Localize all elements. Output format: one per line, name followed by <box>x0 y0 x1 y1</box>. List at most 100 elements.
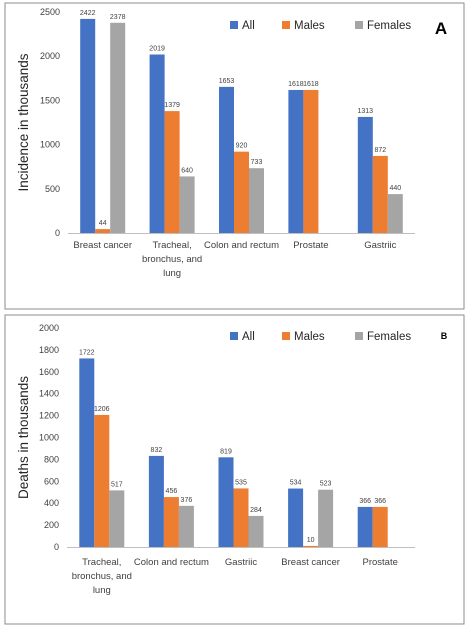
panel-a-data-label: 640 <box>181 167 193 174</box>
panel-a-bar-all <box>149 54 165 233</box>
panel-b-data-label: 517 <box>111 481 123 488</box>
panel-b-legend-label-all: All <box>242 331 255 343</box>
panel-b-legend-swatch-males <box>282 332 290 340</box>
panel-b-category-label: bronchus, and <box>72 571 132 582</box>
panel-a-data-label: 733 <box>251 159 263 166</box>
panel-b-bar-females <box>318 489 334 547</box>
panel-a-panel-label: A <box>435 19 447 38</box>
panel-a-y-tick-label: 0 <box>55 228 60 238</box>
panel-a-data-label: 1313 <box>358 108 374 115</box>
panel-a-data-label: 1379 <box>164 102 180 109</box>
panel-b-data-label: 366 <box>359 498 371 505</box>
panel-a-category-label: Tracheal, <box>152 240 191 251</box>
panel-a-bar-males <box>234 151 249 233</box>
panel-a-legend-swatch-males <box>282 21 290 29</box>
panel-b-bar-males <box>303 545 319 547</box>
panel-a-bar-all <box>80 18 96 233</box>
panel-b-data-label: 832 <box>151 447 163 454</box>
panel-b-bar-all <box>148 455 164 547</box>
panel-b-data-label: 1722 <box>79 349 95 356</box>
panel-b-bar-males <box>94 414 110 547</box>
panel-b-legend-label-males: Males <box>294 331 325 343</box>
panel-a-category-label: Colon and rectum <box>204 240 279 251</box>
panel-b-data-label: 376 <box>181 497 193 504</box>
panel-a-data-label: 44 <box>99 220 107 227</box>
panel-a-category-label: Prostate <box>293 240 328 251</box>
panel-a-data-label: 2019 <box>149 46 165 53</box>
panel-b-bar-males <box>233 488 249 547</box>
panel-b-data-label: 10 <box>307 537 315 544</box>
panel-b-legend-label-females: Females <box>367 331 411 343</box>
panel-a-bar-all <box>357 116 373 233</box>
panel-a-y-tick-label: 2500 <box>40 7 60 17</box>
panel-a-incidence-chart: 0 500 1000 1500 2000 2500 Incidence in thousan… <box>4 2 465 310</box>
panel-a-legend-swatch-females <box>355 21 363 29</box>
panel-b-legend-swatch-females <box>355 332 363 340</box>
panel-b-category-label: Breast cancer <box>281 557 340 568</box>
panel-a-y-tick-label: 1000 <box>40 140 60 150</box>
panel-b-category-label: Prostate <box>363 557 398 568</box>
panel-b-bar-all <box>218 457 234 547</box>
panel-b-data-label: 1206 <box>94 406 110 413</box>
panel-a-category-label: Breast cancer <box>73 240 132 251</box>
panel-a-bar-females <box>179 176 195 233</box>
panel-b-data-label: 523 <box>320 481 332 488</box>
panel-b-data-label: 366 <box>374 498 386 505</box>
panel-a-bar-males <box>95 229 111 233</box>
panel-b-data-label: 534 <box>290 480 302 487</box>
panel-b-deaths-chart: 0 200 400 600 800 1000 1200 1400 1600 1800 2000 Dea… <box>4 314 465 625</box>
panel-a-legend-swatch-all <box>230 21 238 29</box>
panel-a-bar-all <box>288 89 304 233</box>
panel-b-y-tick-label: 1400 <box>39 389 59 399</box>
panel-a-data-label: 2378 <box>110 14 126 21</box>
panel-a-legend-label-all: All <box>242 20 255 32</box>
panel-a-bar-males <box>372 155 388 233</box>
panel-a-bar-females <box>249 168 264 233</box>
panel-b-data-label: 535 <box>235 479 247 486</box>
panel-b-bar-males <box>163 497 179 547</box>
panel-b-data-label: 819 <box>220 448 232 455</box>
panel-a-category-label: bronchus, and <box>142 254 202 265</box>
panel-a-data-label: 1653 <box>219 78 235 85</box>
panel-b-y-tick-label: 600 <box>44 476 59 486</box>
panel-a-data-label: 920 <box>236 143 248 150</box>
panel-a-bar-males <box>303 89 319 233</box>
panel-a-data-label: 872 <box>374 147 386 154</box>
panel-b-category-label: Colon and rectum <box>134 557 209 568</box>
panel-b-y-tick-label: 1800 <box>39 345 59 355</box>
panel-a-y-axis-title: Incidence in thousands <box>16 53 31 191</box>
panel-b-bar-females <box>178 505 194 547</box>
panel-b-bar-males <box>372 506 388 547</box>
panel-a-bar-all <box>219 86 234 233</box>
panel-a-y-tick-label: 1500 <box>40 95 60 105</box>
panel-a-bar-females <box>387 194 403 233</box>
panel-b-bar-females <box>248 515 264 547</box>
panel-a-bar-females <box>110 22 126 233</box>
panel-b-y-tick-label: 400 <box>44 498 59 508</box>
panel-a-y-tick-label: 2000 <box>40 51 60 61</box>
panel-b-category-label: Tracheal, <box>82 557 121 568</box>
panel-a-legend-label-females: Females <box>367 20 411 32</box>
panel-b-y-tick-label: 1200 <box>39 411 59 421</box>
panel-a-data-label: 1618 <box>288 81 304 88</box>
panel-a-category-label: lung <box>163 268 181 279</box>
panel-a-data-label: 1618 <box>303 81 319 88</box>
panel-b-bar-all <box>288 488 304 547</box>
panel-b-y-tick-label: 800 <box>44 454 59 464</box>
panel-b-category-label: lung <box>93 585 111 596</box>
panel-b-legend-swatch-all <box>230 332 238 340</box>
panel-b-y-tick-label: 1000 <box>39 433 59 443</box>
panel-a-y-tick-label: 500 <box>45 184 60 194</box>
panel-b-bar-females <box>109 490 125 547</box>
panel-b-y-tick-label: 1600 <box>39 367 59 377</box>
panel-a-category-label: Gastriic <box>364 240 396 251</box>
panel-b-y-axis-title: Deaths in thousands <box>16 376 31 499</box>
panel-b-bar-all <box>79 358 95 547</box>
panel-b-bar-all <box>357 506 373 547</box>
panel-a-bar-males <box>164 111 180 233</box>
panel-b-panel-label: B <box>441 331 448 341</box>
panel-b-y-tick-label: 2000 <box>39 323 59 333</box>
panel-b-y-tick-label: 200 <box>44 520 59 530</box>
panel-a-data-label: 2422 <box>80 10 96 17</box>
